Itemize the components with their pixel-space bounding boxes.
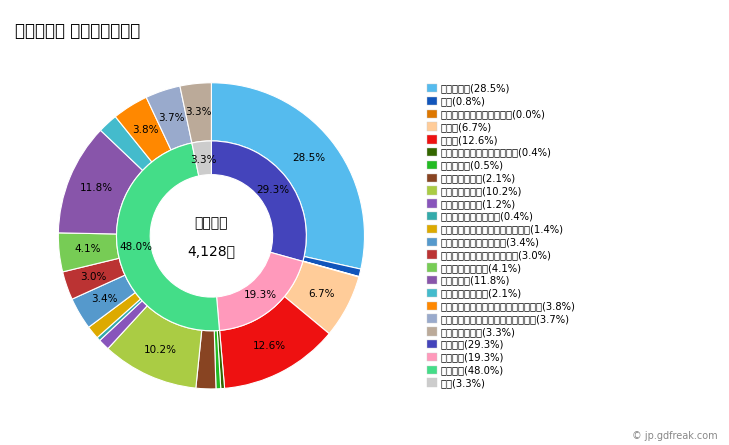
Text: 3.4%: 3.4% (90, 294, 117, 304)
Text: 29.3%: 29.3% (256, 185, 289, 194)
Wedge shape (97, 299, 142, 340)
Wedge shape (72, 275, 136, 327)
Text: ２０２０年 印南町の就業者: ２０２０年 印南町の就業者 (15, 22, 140, 40)
Text: 3.8%: 3.8% (132, 125, 158, 135)
Text: 3.0%: 3.0% (80, 271, 106, 282)
Wedge shape (147, 86, 192, 150)
Text: 3.3%: 3.3% (190, 155, 217, 165)
Text: 11.8%: 11.8% (79, 183, 112, 194)
Wedge shape (58, 233, 119, 272)
Wedge shape (303, 256, 361, 277)
Wedge shape (211, 83, 364, 269)
Wedge shape (219, 296, 330, 388)
Wedge shape (115, 97, 171, 162)
Wedge shape (192, 141, 211, 176)
Wedge shape (284, 261, 359, 334)
Text: 12.6%: 12.6% (253, 341, 286, 352)
Text: 就業者数: 就業者数 (195, 217, 228, 231)
Wedge shape (211, 141, 306, 261)
Wedge shape (108, 306, 202, 388)
Wedge shape (89, 292, 141, 338)
Wedge shape (217, 330, 225, 388)
Wedge shape (63, 258, 125, 299)
Wedge shape (217, 252, 303, 331)
Wedge shape (100, 301, 147, 348)
Text: 10.2%: 10.2% (144, 344, 176, 355)
Wedge shape (180, 83, 211, 143)
Wedge shape (214, 331, 221, 389)
Wedge shape (196, 330, 216, 389)
Wedge shape (58, 130, 143, 234)
Text: 48.0%: 48.0% (119, 242, 152, 252)
Text: © jp.gdfreak.com: © jp.gdfreak.com (633, 431, 718, 441)
Wedge shape (117, 143, 219, 331)
Text: 4,128人: 4,128人 (187, 244, 235, 258)
Wedge shape (101, 117, 152, 170)
Text: 4.1%: 4.1% (74, 244, 101, 255)
Text: 3.7%: 3.7% (158, 113, 185, 122)
Text: 19.3%: 19.3% (243, 290, 277, 300)
Text: 28.5%: 28.5% (292, 153, 325, 163)
Wedge shape (303, 261, 359, 277)
Text: 3.3%: 3.3% (185, 107, 211, 117)
Legend: 農業，林業(28.5%), 漁業(0.8%), 鉱業，採石業，砂利採取業(0.0%), 建設業(6.7%), 製造業(12.6%), 電気・ガス・熱供給・水道業: 農業，林業(28.5%), 漁業(0.8%), 鉱業，採石業，砂利採取業(0.0… (427, 84, 576, 388)
Text: 6.7%: 6.7% (308, 289, 335, 299)
